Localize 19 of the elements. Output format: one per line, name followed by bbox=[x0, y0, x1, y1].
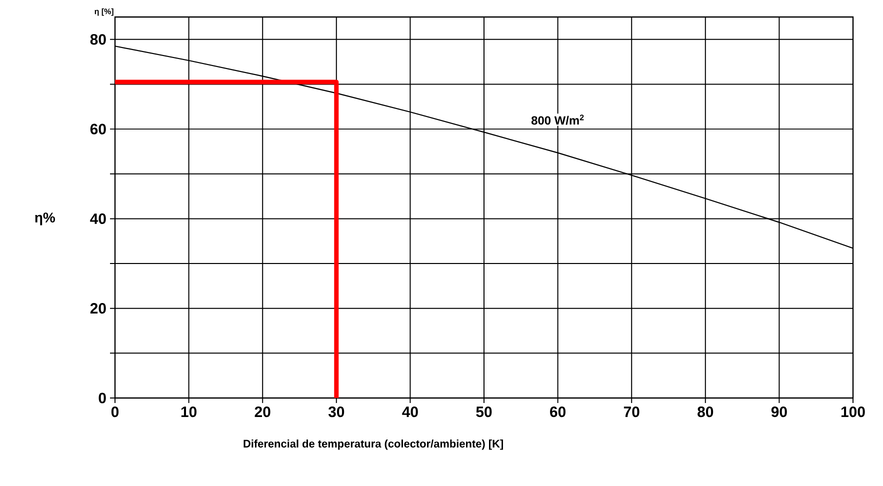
annotation: 800 W/m$^{2}$ bbox=[531, 114, 584, 125]
x-tick-label: 40 bbox=[402, 406, 418, 418]
x-tick-label: 70 bbox=[624, 406, 640, 418]
y-tick-label: 80 bbox=[90, 34, 106, 45]
y-tick-label: 40 bbox=[90, 213, 106, 224]
x-tick-label: 10 bbox=[181, 406, 196, 418]
x-tick-label: 0 bbox=[111, 406, 119, 418]
y-tick-label: 0 bbox=[98, 392, 106, 404]
y-tick-label: 60 bbox=[90, 124, 106, 134]
x-tick-label: 60 bbox=[550, 406, 566, 418]
x-tick-label: 50 bbox=[476, 406, 492, 418]
x-tick-label: 80 bbox=[698, 406, 714, 418]
x-axis-title: Diferencial de temperatura (colector/ambiente) [K] bbox=[244, 440, 503, 450]
x-tick-label: 90 bbox=[771, 406, 787, 418]
y-tick-label: 20 bbox=[90, 303, 106, 314]
x-tick-label: 20 bbox=[254, 406, 270, 418]
x-tick-label: 100 bbox=[841, 406, 865, 418]
y-axis-title: η% bbox=[35, 212, 55, 226]
x-tick-label: 30 bbox=[328, 406, 344, 418]
